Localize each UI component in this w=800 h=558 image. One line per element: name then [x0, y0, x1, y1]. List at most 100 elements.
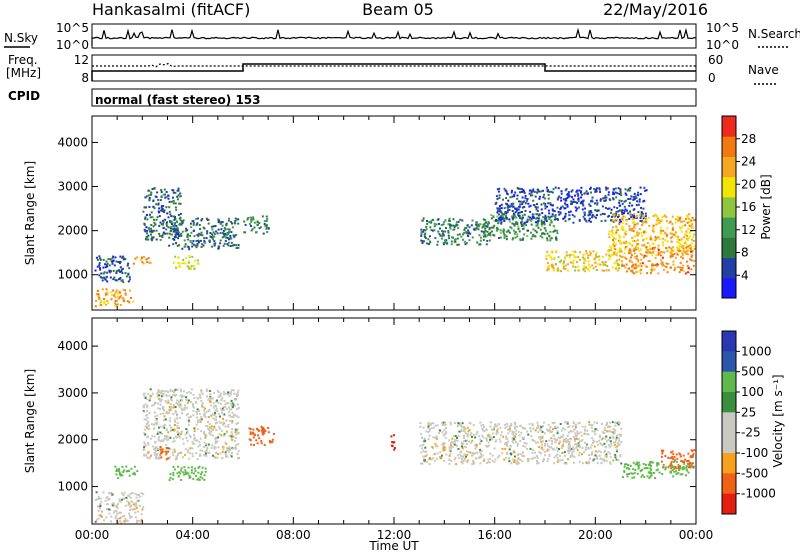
echo-cell — [501, 447, 504, 450]
echo-cell — [666, 234, 669, 237]
echo-cell — [635, 223, 638, 226]
echo-cell — [456, 436, 458, 439]
velocity-plot-area — [92, 318, 696, 524]
echo-cell — [511, 438, 514, 441]
echo-cell — [235, 393, 238, 396]
echo-cell — [231, 421, 234, 424]
echo-cell — [524, 202, 527, 205]
echo-cell — [685, 468, 688, 471]
echo-cell — [458, 423, 460, 426]
echo-cell — [225, 454, 228, 457]
echo-cell — [522, 224, 525, 227]
echo-cell — [192, 222, 195, 224]
echo-cell — [625, 463, 627, 466]
echo-cell — [198, 479, 201, 481]
echo-cell — [582, 204, 585, 207]
echo-cell — [608, 446, 611, 449]
echo-cell — [514, 423, 517, 426]
echo-cell — [578, 189, 581, 192]
echo-cell — [638, 228, 641, 231]
echo-cell — [565, 437, 567, 440]
echo-cell — [235, 244, 238, 247]
echo-cell — [177, 427, 180, 429]
echo-cell — [227, 425, 230, 428]
echo-cell — [222, 390, 225, 393]
echo-cell — [562, 265, 565, 268]
echo-cell — [604, 454, 607, 457]
echo-cell — [99, 268, 102, 271]
echo-cell — [150, 229, 153, 232]
echo-cell — [227, 219, 230, 222]
echo-cell — [512, 202, 515, 205]
echo-cell — [479, 243, 482, 246]
echo-cell — [480, 424, 483, 427]
echo-cell — [567, 193, 570, 196]
echo-cell — [662, 466, 665, 469]
echo-cell — [122, 494, 125, 496]
echo-cell — [680, 459, 683, 462]
echo-cell — [615, 225, 618, 228]
echo-cell — [643, 232, 645, 235]
echo-cell — [582, 268, 585, 271]
echo-cell — [497, 228, 500, 231]
echo-cell — [508, 460, 511, 463]
echo-cell — [155, 203, 158, 206]
echo-cell — [153, 427, 156, 430]
echo-cell — [503, 232, 505, 235]
echo-cell — [583, 258, 586, 261]
echo-cell — [429, 226, 432, 229]
echo-cell — [550, 221, 553, 224]
echo-cell — [180, 479, 183, 481]
echo-cell — [443, 446, 446, 449]
echo-cell — [629, 210, 631, 213]
echo-cell — [531, 451, 534, 454]
echo-cell — [105, 276, 108, 279]
echo-cell — [549, 230, 552, 233]
echo-cell — [680, 239, 683, 242]
echo-cell — [679, 261, 682, 264]
echo-cell — [145, 195, 148, 198]
echo-cell — [430, 458, 433, 461]
echo-cell — [424, 439, 427, 442]
echo-cell — [130, 515, 133, 518]
y-tick-label: 3000 — [57, 386, 88, 400]
echo-cell — [508, 456, 510, 459]
echo-cell — [153, 435, 156, 438]
echo-cell — [662, 237, 665, 240]
echo-cell — [649, 238, 652, 241]
echo-cell — [506, 206, 509, 209]
echo-cell — [163, 426, 166, 429]
echo-cell — [175, 436, 178, 439]
echo-cell — [593, 188, 596, 191]
echo-cell — [172, 466, 175, 468]
echo-cell — [533, 190, 536, 193]
echo-cell — [496, 197, 499, 200]
echo-cell — [598, 188, 601, 191]
echo-cell — [136, 510, 139, 513]
echo-cell — [579, 258, 582, 261]
echo-cell — [214, 442, 217, 445]
echo-cell — [205, 454, 208, 457]
echo-cell — [615, 436, 618, 439]
echo-cell — [481, 427, 484, 430]
echo-cell — [664, 455, 667, 457]
echo-cell — [549, 222, 552, 225]
echo-cell — [580, 196, 583, 199]
echo-cell — [498, 237, 501, 239]
echo-cell — [148, 198, 151, 201]
echo-cell — [104, 499, 107, 502]
echo-cell — [618, 443, 621, 446]
echo-cell — [584, 260, 587, 262]
echo-cell — [444, 219, 447, 222]
echo-cell — [632, 196, 635, 199]
echo-cell — [181, 456, 184, 459]
echo-cell — [680, 256, 683, 258]
echo-cell — [601, 260, 604, 263]
echo-cell — [654, 236, 657, 238]
echo-cell — [144, 425, 147, 428]
echo-cell — [637, 465, 640, 468]
echo-cell — [686, 221, 689, 224]
echo-cell — [200, 231, 203, 234]
echo-cell — [557, 218, 559, 221]
